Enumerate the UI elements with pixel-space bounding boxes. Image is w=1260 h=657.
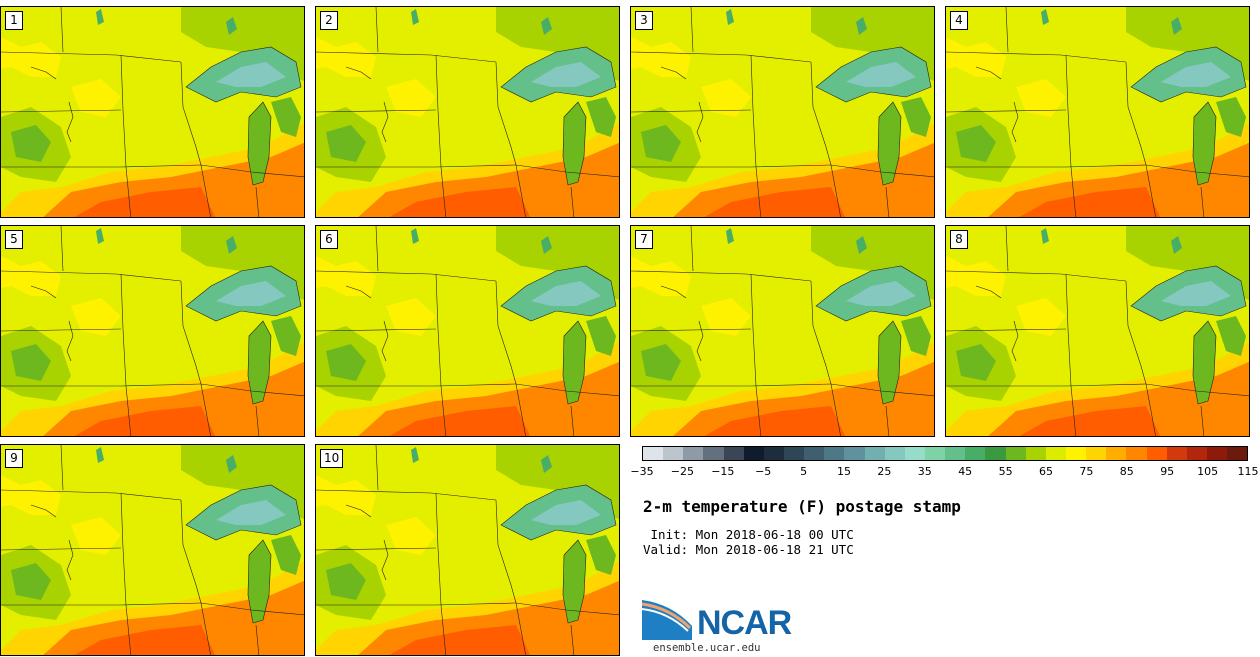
colorbar-tick-label: 115 [1237, 465, 1259, 478]
colorbar-swatch [824, 447, 845, 460]
colorbar-swatch [985, 447, 1006, 460]
colorbar-tick-label: 5 [800, 465, 808, 478]
colorbar-swatch [844, 447, 865, 460]
colorbar-swatch [965, 447, 986, 460]
page-title: 2-m temperature (F) postage stamp [643, 497, 961, 516]
colorbar-tick-label: −25 [670, 465, 694, 478]
colorbar-swatch [783, 447, 805, 460]
colorbar-swatch [1146, 447, 1167, 460]
colorbar-swatch [1227, 447, 1248, 460]
temperature-map [316, 445, 619, 655]
ensemble-member-map-4: 4 [945, 6, 1250, 218]
colorbar-tick-label: 65 [1039, 465, 1053, 478]
temperature-map [631, 226, 934, 436]
colorbar-swatch [683, 447, 704, 460]
ensemble-member-map-5: 5 [0, 225, 305, 437]
colorbar-swatch [1086, 447, 1107, 460]
colorbar-swatch [643, 447, 664, 460]
temperature-map [1, 445, 304, 655]
ensemble-member-map-3: 3 [630, 6, 935, 218]
colorbar-swatch [1106, 447, 1127, 460]
colorbar-tick-label: 85 [1119, 465, 1134, 478]
member-number-label: 8 [950, 230, 968, 249]
ensemble-member-map-1: 1 [0, 6, 305, 218]
ensemble-member-map-9: 9 [0, 444, 305, 656]
ensemble-member-map-6: 6 [315, 225, 620, 437]
colorbar-swatch [1045, 447, 1066, 460]
colorbar-tick-label: 25 [877, 465, 892, 478]
member-number-label: 7 [635, 230, 653, 249]
ncar-logo-text: NCAR [697, 604, 792, 642]
member-number-label: 3 [635, 11, 653, 30]
ncar-logo: NCAR [642, 600, 792, 644]
site-url: ensemble.ucar.edu [653, 642, 761, 654]
temperature-map [316, 7, 619, 217]
temperature-map [1, 226, 304, 436]
temperature-map [631, 7, 934, 217]
colorbar-tick-label: 15 [837, 465, 851, 478]
colorbar-swatch [804, 447, 825, 460]
member-number-label: 9 [5, 449, 23, 468]
colorbar-swatch [864, 447, 885, 460]
colorbar-tick-label: −35 [630, 465, 654, 478]
colorbar-tick-label: 45 [958, 465, 973, 478]
colorbar-swatch [945, 447, 966, 460]
colorbar-swatch [1166, 447, 1187, 460]
member-number-label: 10 [320, 449, 344, 468]
colorbar-swatch [1186, 447, 1207, 460]
colorbar-swatch [884, 447, 905, 460]
member-number-label: 2 [320, 11, 338, 30]
member-number-label: 1 [5, 11, 23, 30]
colorbar-tick-label: −5 [755, 465, 772, 478]
ensemble-member-map-2: 2 [315, 6, 620, 218]
colorbar-swatch [743, 447, 764, 460]
temperature-map [1, 7, 304, 217]
colorbar-tick-labels: −35 −25 −15 −5 5 15 25 35 45 55 65 75 85 95 105 115 [630, 465, 1258, 481]
colorbar-tick-label: 55 [998, 465, 1013, 478]
member-number-label: 6 [320, 230, 338, 249]
ensemble-member-map-7: 7 [630, 225, 935, 437]
temperature-map [946, 7, 1249, 217]
colorbar-swatch [1126, 447, 1147, 460]
colorbar-tick-label: 95 [1160, 465, 1175, 478]
temperature-colorbar [642, 446, 1248, 461]
temperature-map [316, 226, 619, 436]
valid-time: Valid: Mon 2018-06-18 21 UTC [643, 542, 854, 557]
colorbar-swatch [1065, 447, 1087, 460]
member-number-label: 5 [5, 230, 23, 249]
colorbar-swatch [904, 447, 925, 460]
colorbar-swatch [763, 447, 784, 460]
colorbar-swatch [703, 447, 724, 460]
colorbar-swatch [924, 447, 946, 460]
colorbar-swatch [663, 447, 684, 460]
ncar-swoosh-icon [642, 600, 692, 640]
init-time: Init: Mon 2018-06-18 00 UTC [643, 527, 854, 542]
colorbar-tick-label: 75 [1079, 465, 1094, 478]
colorbar-tick-label: 35 [917, 465, 932, 478]
temperature-map [946, 226, 1249, 436]
ensemble-member-map-8: 8 [945, 225, 1250, 437]
colorbar-swatch [1206, 447, 1228, 460]
ensemble-member-map-10: 10 [315, 444, 620, 656]
member-number-label: 4 [950, 11, 968, 30]
colorbar-swatch [1025, 447, 1046, 460]
colorbar-swatch [1005, 447, 1026, 460]
colorbar-swatch [723, 447, 744, 460]
colorbar-tick-label: 105 [1197, 465, 1219, 478]
colorbar-tick-label: −15 [711, 465, 735, 478]
